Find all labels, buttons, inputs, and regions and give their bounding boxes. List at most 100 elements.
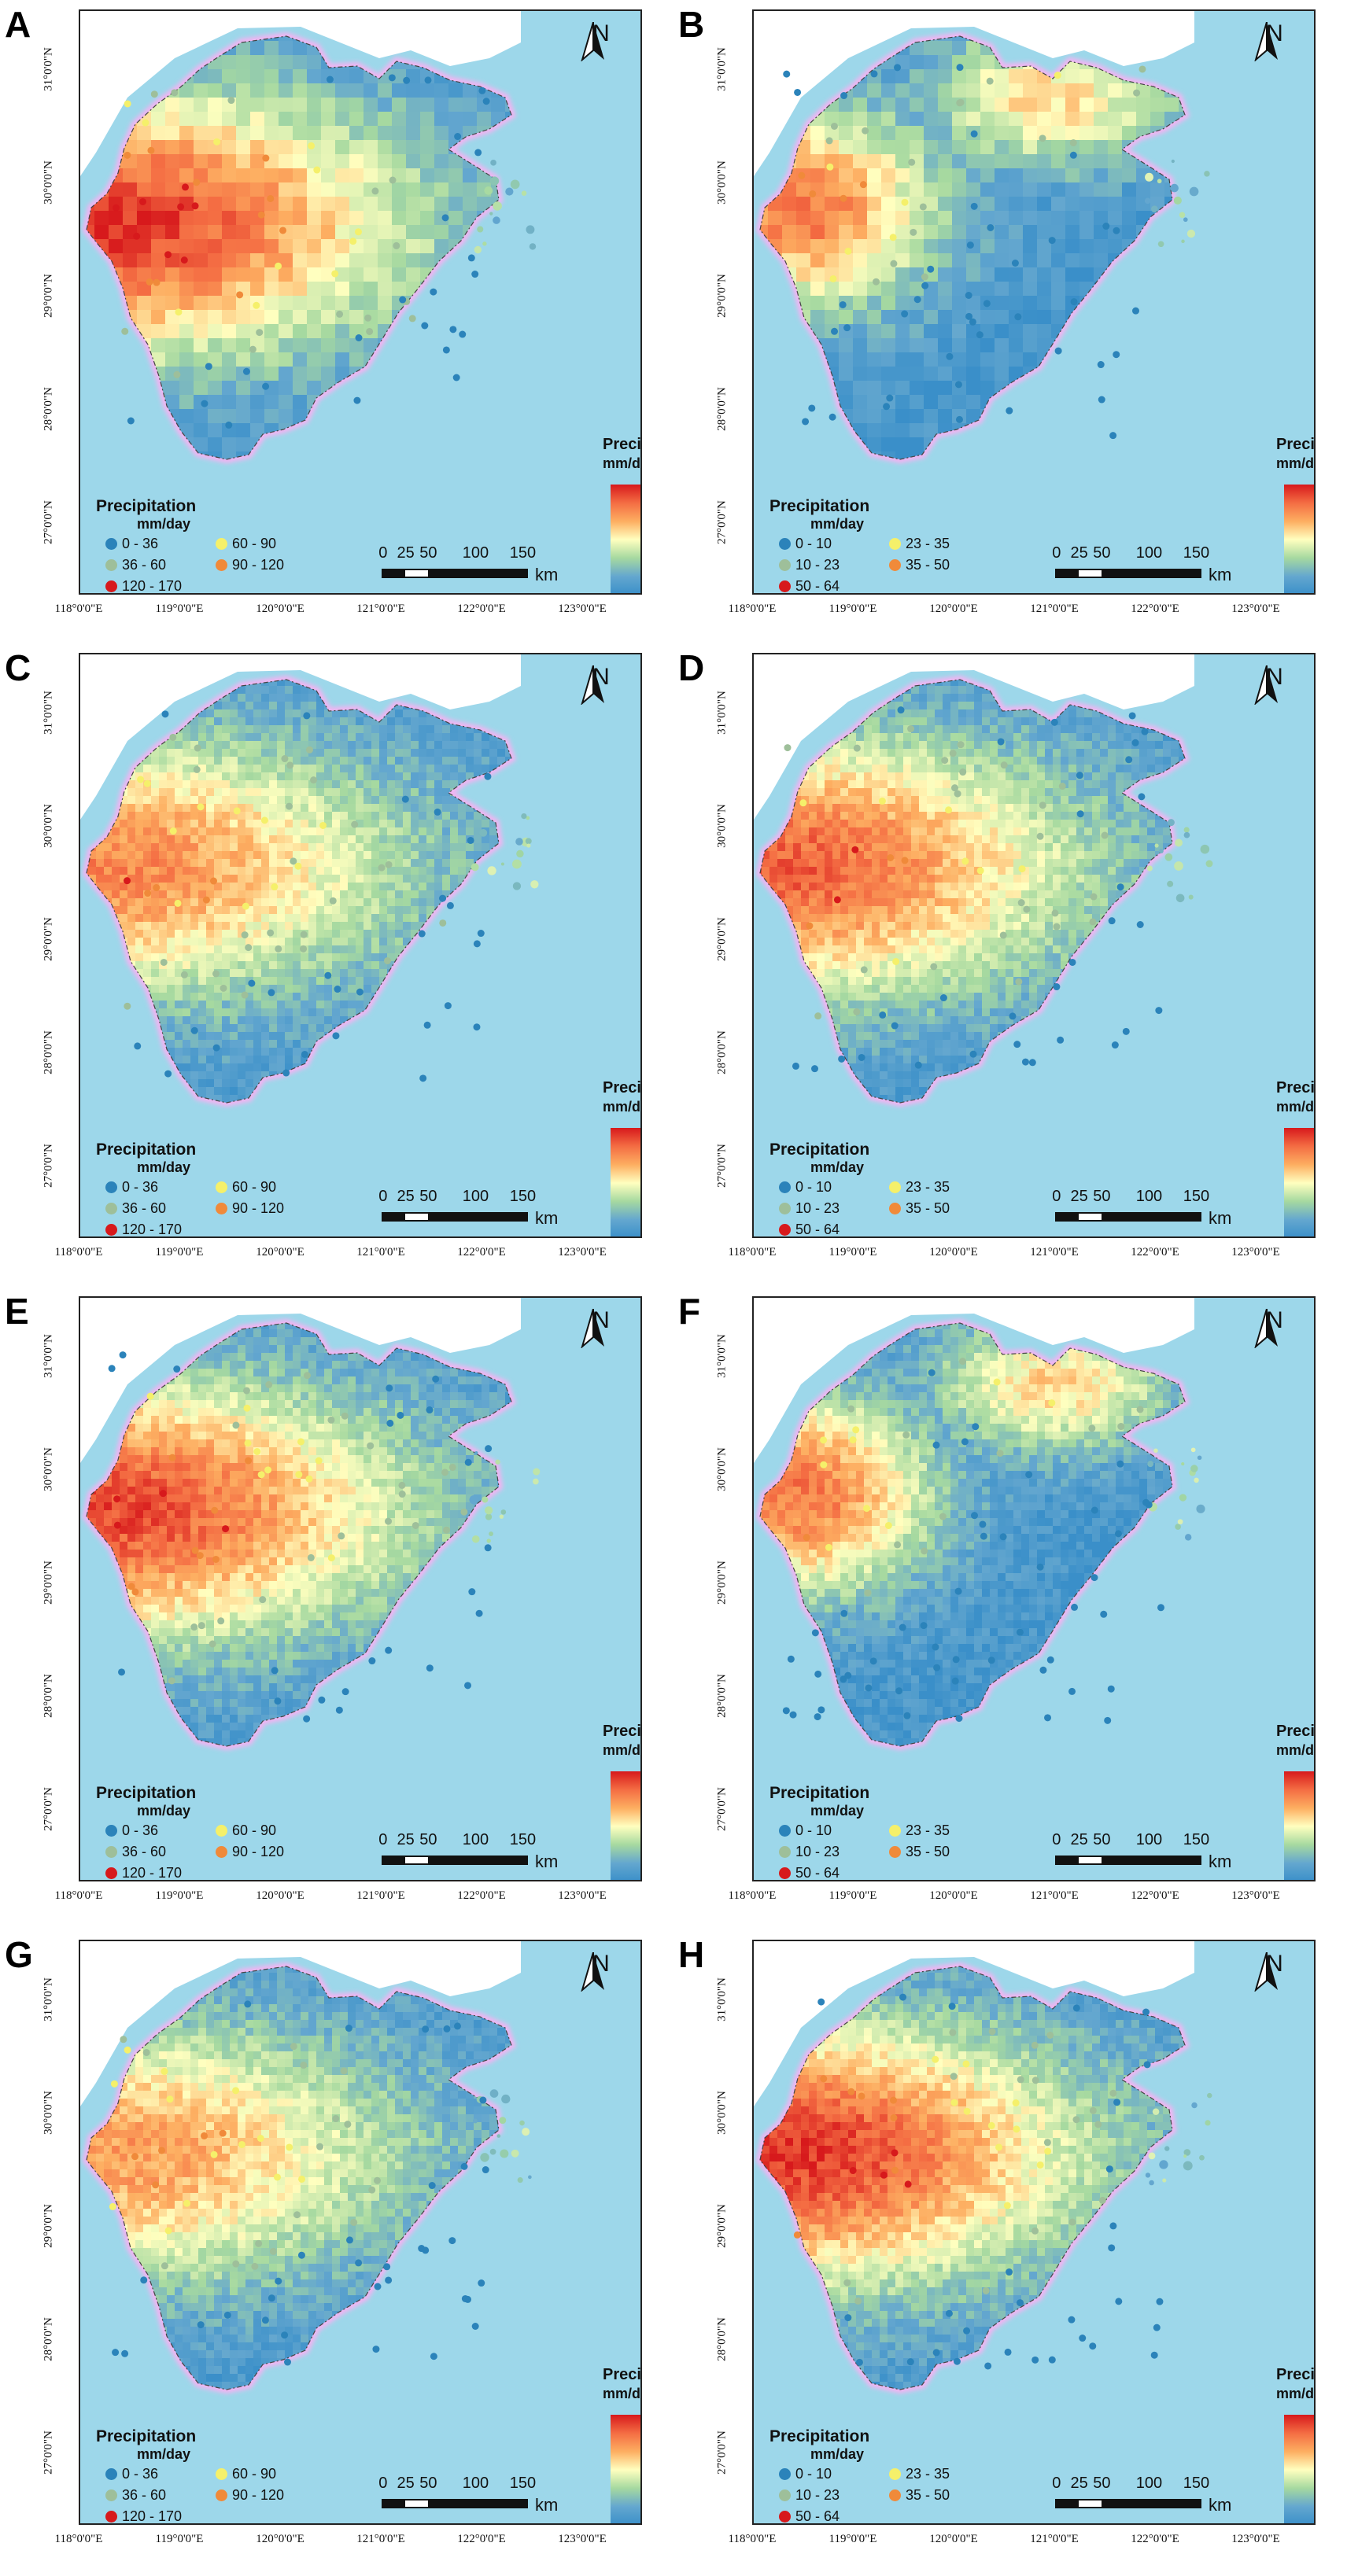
station-point [442,346,450,354]
map-frame: N Precipitation mm/day 0 - 10 23 - 35 10 - 23… [752,9,1316,595]
station-point [1048,1399,1056,1407]
station-point [441,1469,449,1476]
scale-tick-label: 25 [1070,1831,1087,1849]
legend-item: 10 - 23 [779,1200,889,1217]
station-point [933,1664,941,1671]
station-point [388,74,396,82]
latitude-label: 28°0'0"N [716,2317,729,2361]
legend-label: 0 - 10 [795,1822,832,1839]
scale-tick-label: 100 [463,1188,489,1206]
station-point [1089,2106,1097,2114]
station-point [1115,2298,1123,2305]
scale-bar-graphic [382,1212,528,1222]
legend-label: 50 - 64 [795,2508,840,2523]
station-point [471,271,479,278]
station-point [350,2218,358,2226]
island [1171,159,1175,164]
station-point [146,278,153,286]
station-point [830,122,838,130]
legend-item: 35 - 50 [889,557,999,573]
station-point [354,228,362,236]
station-point [798,171,806,179]
legend-unit: mm/day [810,1803,1029,1819]
station-legend: Precipitation mm/day 0 - 36 60 - 90 36 - 60 9… [96,1784,356,1880]
station-point [892,957,900,965]
station-point [838,1055,846,1063]
station-point [894,1541,902,1549]
longitude-label: 119°0'0"E [156,1889,204,1903]
legend-item: 50 - 64 [779,1222,889,1236]
station-point [1023,905,1031,913]
station-point [373,2176,381,2184]
latitude-label: 28°0'0"N [716,1030,729,1074]
station-point [213,138,221,146]
island [477,226,484,233]
station-point [963,2327,971,2335]
station-point [403,76,411,84]
station-point [873,278,880,286]
station-point [232,2087,240,2095]
longitude-label: 119°0'0"E [156,1246,204,1259]
panel-letter: A [5,6,31,42]
station-point [1017,899,1025,907]
island [1173,196,1182,205]
station-point [1036,1563,1044,1571]
station-point [383,956,391,964]
station-point [144,890,152,897]
station-point [430,288,437,296]
island [1190,1465,1198,1472]
island [1189,186,1199,197]
island [1183,2154,1187,2158]
station-point [168,1677,175,1685]
station-point [793,2231,801,2239]
station-point [984,2362,992,2370]
station-point [1100,1610,1108,1618]
north-arrow: N [1251,1952,1298,1992]
latitude-label: 27°0'0"N [716,500,729,544]
station-point [901,857,909,864]
station-point [840,1609,848,1617]
station-point [825,137,833,145]
station-point [903,1712,911,1719]
province-boundary [759,35,1186,460]
legend-dot [779,1224,791,1236]
island [521,190,527,196]
north-arrow-icon [1254,1309,1278,1348]
legend-title: Precipitation [96,2427,356,2446]
legend-dot [779,580,791,592]
island [1188,894,1194,900]
legend-dot [216,538,227,550]
station-point [1046,2031,1054,2039]
station-point [355,2259,363,2267]
station-point [439,894,447,902]
station-point [894,64,902,72]
island [519,2120,525,2126]
station-point [222,1525,230,1533]
legend-unit: mm/day [810,516,1029,533]
station-point [193,765,201,773]
station-point [988,2028,996,2036]
map-panel-f: F N Precipitation mm/day 0 - 10 23 - 35 10 - 2… [674,1287,1347,1930]
station-point [1068,958,1076,966]
province-boundary [86,35,512,460]
station-point [169,827,177,835]
colorbar-unit: mm/day [1276,1099,1314,1115]
station-point [421,322,429,330]
map-panel-e: E N Precipitation mm/day 0 - 36 60 - 90 36 - 6… [0,1287,674,1930]
legend-label: 120 - 170 [122,2508,182,2523]
longitude-label: 123°0'0"E [1231,2533,1280,2546]
station-point [987,1657,995,1664]
north-arrow: N [578,665,625,705]
island [1186,229,1196,238]
north-arrow-icon [581,665,604,705]
colorbar-unit: mm/day [603,1742,640,1759]
station-point [1072,2116,1080,2124]
station-point [121,327,129,335]
island [1162,2178,1167,2183]
station-point [190,1623,198,1631]
station-point [356,988,364,996]
neighbor-land [80,11,521,176]
station-point [932,1441,940,1449]
station-point [1105,2165,1113,2173]
